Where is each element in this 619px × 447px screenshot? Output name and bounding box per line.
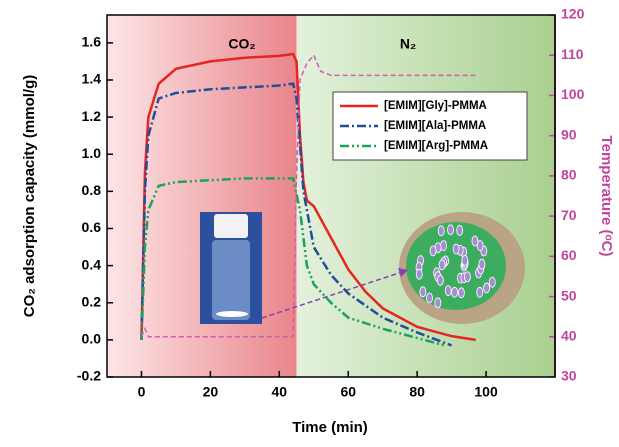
y-tick-label: -0.2: [77, 368, 101, 384]
y-tick-label: 0.6: [82, 219, 102, 235]
vial-cap: [214, 214, 248, 238]
legend-label: [EMIM][Gly]-PMMA: [384, 100, 487, 112]
membrane-dot: [447, 225, 453, 235]
region: [297, 15, 555, 377]
y2-tick-label: 60: [561, 247, 577, 263]
x-tick-label: 40: [272, 384, 288, 400]
legend-label: [EMIM][Arg]-PMMA: [384, 140, 488, 152]
membrane-dot: [484, 283, 490, 293]
y2-tick-label: 40: [561, 327, 577, 343]
x-tick-label: 80: [409, 384, 425, 400]
y2-axis-label: Temperature (ᵒC): [598, 136, 615, 257]
y-tick-label: 0.0: [82, 331, 102, 347]
membrane-dot: [452, 287, 458, 297]
y-tick-label: 0.8: [82, 182, 102, 198]
membrane-dot: [445, 286, 451, 296]
y-tick-label: 1.0: [82, 145, 102, 161]
y2-tick-label: 70: [561, 207, 577, 223]
legend: [EMIM][Gly]-PMMA [EMIM][Ala]-PMMA [EMIM][A…: [333, 92, 527, 160]
membrane-dot: [462, 255, 468, 265]
vial-powder: [216, 311, 248, 317]
membrane-dot: [438, 226, 444, 236]
membrane-dot: [441, 241, 447, 251]
membrane-dot: [479, 259, 485, 269]
y-tick-label: 1.2: [82, 108, 102, 124]
legend-label: [EMIM][Ala]-PMMA: [384, 120, 486, 132]
y-tick-label: 0.2: [82, 293, 102, 309]
x-tick-label: 20: [203, 384, 219, 400]
vial-body: [212, 240, 250, 320]
membrane-dot: [416, 269, 422, 279]
membrane-dot: [427, 293, 433, 303]
membrane-dot: [430, 246, 436, 256]
chart: CO₂ N₂ 0 20 40 60 80 100 -0.2 0.0 0.2 0.4 0.6 0.8 1.0…: [0, 0, 619, 442]
membrane-dot: [472, 236, 478, 246]
membrane-dot: [437, 275, 443, 285]
membrane-dot: [458, 288, 464, 298]
membrane-dot: [435, 298, 441, 308]
x-tick-label: 0: [138, 384, 146, 400]
y2-tick-label: 120: [561, 6, 585, 22]
membrane-dot: [489, 277, 495, 287]
y2-tick-label: 50: [561, 287, 577, 303]
membrane-dot: [464, 272, 470, 282]
x-axis-label: Time (min): [292, 419, 368, 436]
membrane-dot: [453, 244, 459, 254]
y-axis-label: CO₂ adsorption capacity (mmol/g): [21, 75, 38, 318]
membrane-dot: [439, 260, 445, 270]
x-tick-label: 60: [340, 384, 356, 400]
membrane-dot: [420, 287, 426, 297]
x-tick-label: 100: [474, 384, 498, 400]
y2-tick-label: 30: [561, 368, 577, 384]
region-label: CO₂: [228, 36, 255, 52]
y-tick-label: 0.4: [82, 256, 102, 272]
y2-tick-label: 110: [561, 46, 584, 62]
membrane-dot: [457, 225, 463, 235]
y2-tick-label: 100: [561, 86, 585, 102]
y-tick-label: 1.6: [82, 34, 102, 50]
y2-tick-label: 90: [561, 126, 577, 142]
y-tick-label: 1.4: [82, 71, 102, 87]
y2-tick-label: 80: [561, 167, 577, 183]
region-label: N₂: [400, 36, 416, 52]
membrane-dot: [477, 287, 483, 297]
